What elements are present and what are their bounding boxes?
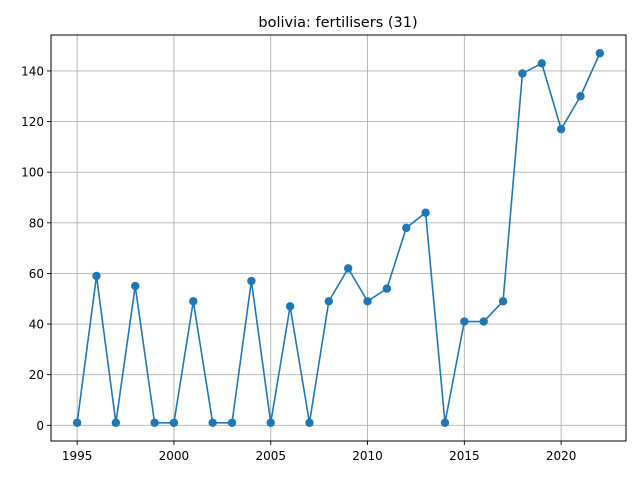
y-tick-label: 40 xyxy=(29,318,44,332)
data-point xyxy=(518,69,527,78)
data-point xyxy=(440,418,450,427)
data-point xyxy=(460,317,469,326)
y-tick-label: 80 xyxy=(29,216,44,230)
data-point xyxy=(247,276,256,286)
data-point xyxy=(227,418,237,427)
data-point xyxy=(363,297,372,306)
data-point xyxy=(305,418,314,427)
y-tick-label: 20 xyxy=(29,368,44,382)
grid xyxy=(51,35,626,441)
x-tick-label: 2020 xyxy=(546,449,577,463)
x-tick-label: 2015 xyxy=(449,449,480,463)
data-point xyxy=(72,418,82,427)
y-tick-label: 60 xyxy=(29,267,44,281)
data-point xyxy=(285,302,295,311)
data-point xyxy=(169,418,179,427)
x-tick-label: 2005 xyxy=(255,449,286,463)
series-line xyxy=(76,52,601,424)
data-point xyxy=(189,297,198,306)
data-point xyxy=(150,418,159,427)
data-point xyxy=(402,223,411,233)
data-point xyxy=(595,49,605,58)
y-tick-label: 0 xyxy=(36,419,44,433)
data-point xyxy=(324,297,334,306)
data-point xyxy=(576,92,585,101)
x-tick-label: 2000 xyxy=(159,449,190,463)
y-tick-label: 100 xyxy=(21,166,44,180)
y-tick-label: 120 xyxy=(21,115,44,129)
data-point xyxy=(382,284,392,293)
x-tick-label: 2010 xyxy=(352,449,383,463)
x-tick-label: 1995 xyxy=(62,449,93,463)
data-point xyxy=(537,59,546,68)
chart-title: bolivia: fertilisers (31) xyxy=(258,15,417,31)
data-point xyxy=(111,418,121,427)
data-point xyxy=(131,281,140,291)
data-point xyxy=(266,418,275,427)
plot-frame xyxy=(50,34,627,442)
data-point xyxy=(421,208,430,217)
series-fertilisers xyxy=(72,49,605,427)
data-point xyxy=(92,271,101,281)
data-point xyxy=(556,124,566,134)
axis-ticks: 1995 2000 2005 2010 2015 2020 0 20 40 60 80 100 120 1… xyxy=(21,64,576,463)
data-point xyxy=(479,317,488,326)
y-tick-label: 140 xyxy=(21,64,44,78)
data-point xyxy=(498,297,508,306)
data-point xyxy=(208,418,217,427)
data-point xyxy=(343,264,353,273)
